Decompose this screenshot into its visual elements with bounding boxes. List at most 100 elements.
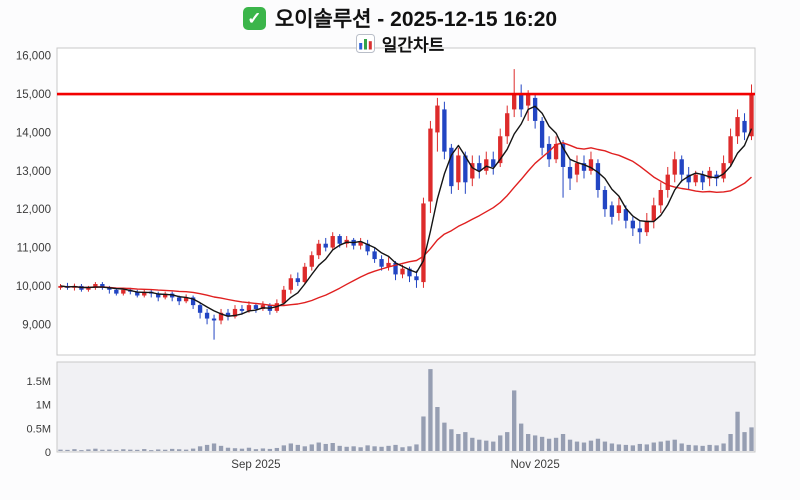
volume-bar xyxy=(351,446,356,451)
candle-body xyxy=(428,128,433,202)
candle-body xyxy=(658,189,663,206)
date-axis-labels: Sep 2025 Nov 2025 xyxy=(231,459,559,471)
candle-body xyxy=(100,284,105,288)
candle xyxy=(742,113,747,141)
volume-bar xyxy=(512,390,517,451)
candle-body xyxy=(456,155,461,183)
candle-body xyxy=(512,94,517,110)
volume-bar xyxy=(728,434,733,451)
candle xyxy=(553,136,559,164)
candle-body xyxy=(211,318,217,321)
candle xyxy=(288,274,293,294)
candle xyxy=(386,257,391,271)
volume-bar xyxy=(135,449,140,451)
volume-bar xyxy=(428,369,433,451)
candle xyxy=(651,197,656,229)
candle xyxy=(302,262,307,285)
price-axis-label: 13,000 xyxy=(16,166,51,178)
volume-bar xyxy=(253,449,259,451)
candle xyxy=(449,143,454,194)
volume-bar xyxy=(686,444,691,451)
volume-bar xyxy=(679,443,684,451)
candle xyxy=(393,260,398,281)
candle-body xyxy=(170,293,175,298)
volume-bar xyxy=(609,443,615,451)
candle xyxy=(358,237,363,250)
candle-body xyxy=(728,136,733,164)
volume-bar xyxy=(86,449,91,451)
candle-body xyxy=(232,308,238,317)
candle-body xyxy=(204,312,210,319)
volume-bar xyxy=(302,446,307,451)
volume-bar xyxy=(651,442,656,451)
candle-body xyxy=(197,305,203,313)
volume-bar xyxy=(567,439,573,451)
candle xyxy=(679,155,684,183)
volume-bar xyxy=(735,411,740,451)
volume-bar xyxy=(463,432,468,451)
volume-bar xyxy=(644,444,649,451)
candle-body xyxy=(484,159,489,171)
volume-bar xyxy=(498,435,503,451)
candle-body xyxy=(309,255,314,267)
candle xyxy=(428,120,433,214)
candle-body xyxy=(260,305,266,309)
candle xyxy=(470,155,475,187)
volume-bar xyxy=(225,447,231,451)
volume-bar xyxy=(407,446,412,451)
volume-bar xyxy=(323,443,328,451)
volume-bar xyxy=(477,439,482,451)
candle xyxy=(498,128,503,167)
volume-bar xyxy=(581,442,587,451)
volume-bar xyxy=(630,445,636,451)
candle xyxy=(211,314,217,340)
candle-body xyxy=(693,174,698,183)
candle-body xyxy=(581,163,587,171)
candle-body xyxy=(163,293,168,298)
volume-bar xyxy=(288,443,293,451)
candle xyxy=(253,303,259,313)
volume-bar xyxy=(560,434,566,451)
candle-body xyxy=(337,236,342,244)
volume-bar xyxy=(309,444,314,451)
volume-bar xyxy=(693,445,698,451)
volume-bar xyxy=(539,436,545,451)
candle xyxy=(218,308,224,325)
title-line: ✓ 오이솔루션 - 2025-12-15 16:20 xyxy=(0,5,800,31)
candle xyxy=(414,270,419,288)
volume-axis-label: 1M xyxy=(36,400,51,412)
candle-body xyxy=(519,94,524,110)
volume-bar xyxy=(183,449,189,451)
chart-header: ✓ 오이솔루션 - 2025-12-15 16:20 일간차트 xyxy=(0,0,800,55)
volume-bar xyxy=(707,444,712,451)
volume-bar xyxy=(379,446,384,451)
volume-bar xyxy=(400,447,405,451)
price-axis-label: 11,000 xyxy=(17,243,51,255)
volume-bar xyxy=(274,447,280,451)
price-plot-frame xyxy=(56,47,756,356)
volume-bar xyxy=(714,445,719,451)
candle xyxy=(365,239,370,256)
volume-axis-label: 0 xyxy=(45,447,51,459)
candle xyxy=(435,97,440,152)
volume-bar xyxy=(372,446,377,451)
candle xyxy=(197,303,203,319)
candle xyxy=(672,151,677,183)
volume-bar xyxy=(246,447,252,451)
candle-body xyxy=(253,305,259,309)
volume-bar xyxy=(128,449,133,451)
candle xyxy=(372,247,377,263)
volume-bar xyxy=(742,432,747,451)
candle xyxy=(735,109,740,144)
candle-body xyxy=(58,285,63,288)
candle-body xyxy=(302,266,307,283)
candle-body xyxy=(505,113,510,137)
candle xyxy=(714,170,719,187)
bar-chart-icon xyxy=(355,33,375,53)
candle-body xyxy=(623,209,629,221)
volume-plot-frame xyxy=(56,361,756,453)
volume-bar xyxy=(505,432,510,451)
candle-body xyxy=(742,120,747,133)
candle xyxy=(519,84,524,118)
